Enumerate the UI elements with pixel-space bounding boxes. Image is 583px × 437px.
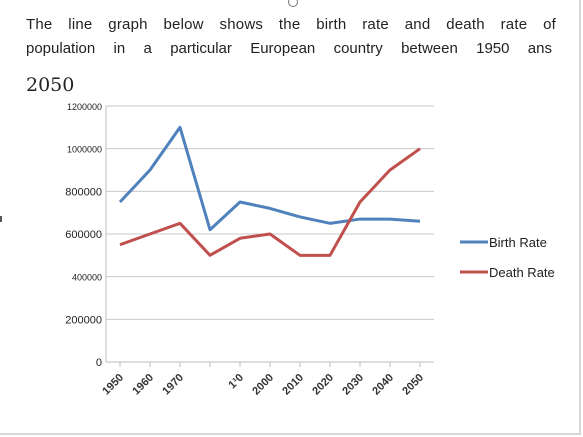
prompt-line-1: The line graph below shows the birth rat… (26, 16, 556, 33)
x-tick-label: 2020 (310, 372, 336, 398)
y-tick-label: 600000 (65, 229, 102, 241)
y-tick-label: 200000 (65, 314, 102, 326)
prompt-year: 2050 (26, 74, 75, 96)
x-tick-label: 1¹0 (226, 372, 246, 392)
x-tick-label: 2000 (250, 372, 276, 398)
series-line (118, 125, 421, 232)
y-tick-label: 800000 (65, 186, 102, 198)
legend-label: Birth Rate (489, 235, 547, 250)
prompt-line-2: population in a particular European coun… (26, 40, 552, 57)
x-tick-label: 2010 (280, 372, 306, 398)
y-tick-label: 1000000 (67, 145, 102, 155)
circle-icon (288, 0, 298, 7)
x-tick-label: 1950 (100, 372, 126, 398)
x-tick-label: 1960 (130, 372, 156, 398)
x-tick-label: 2050 (400, 372, 426, 398)
x-tick-label: 2040 (370, 372, 396, 398)
series-line (119, 147, 421, 257)
legend-label: Death Rate (489, 265, 555, 280)
y-tick-label: 400000 (72, 273, 102, 283)
x-tick-label: 2030 (340, 372, 366, 398)
y-tick-label: 0 (96, 357, 102, 369)
x-tick-label: 1970 (160, 372, 186, 398)
edge-marker (0, 216, 2, 222)
y-tick-label: 1200000 (67, 102, 102, 112)
